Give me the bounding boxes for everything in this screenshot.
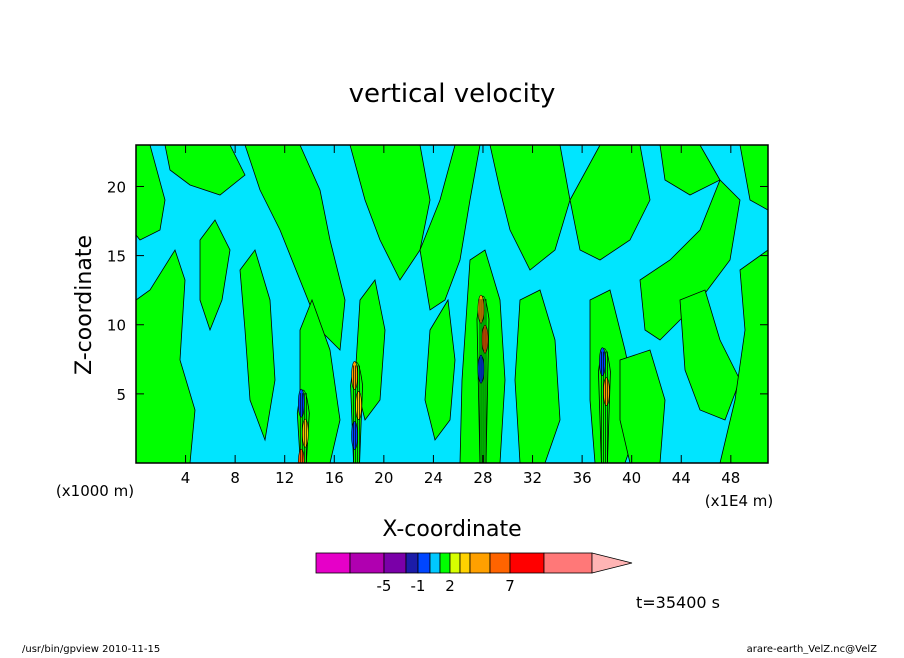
plot-frame	[135, 144, 769, 464]
colorbar-swatch	[449, 552, 461, 574]
colorbar-label: -5	[377, 577, 392, 595]
colorbar-swatch	[405, 552, 419, 574]
y-tick-label: 15	[107, 248, 126, 266]
colorbar-swatch	[417, 552, 431, 574]
colorbar-swatch	[315, 552, 351, 574]
plume	[350, 361, 363, 463]
time-label: t=35400 s	[636, 593, 720, 612]
x-axis-title: X-coordinate	[382, 517, 521, 542]
plume-core	[355, 391, 362, 420]
y-tick-label: 20	[107, 178, 126, 196]
plume-core	[297, 448, 305, 463]
x-tick-label: 24	[424, 469, 443, 487]
y-tick-label: 5	[116, 386, 126, 404]
plume-core	[351, 421, 358, 450]
colorbar-label: 7	[505, 577, 515, 595]
plume-core	[351, 361, 358, 390]
plume-core	[477, 354, 485, 384]
x-tick-label: 16	[325, 469, 344, 487]
colorbar-swatch	[383, 552, 407, 574]
colorbar-arrow	[591, 552, 633, 574]
plume-core	[301, 418, 309, 448]
plume-core	[603, 377, 610, 406]
plume-core	[481, 324, 489, 354]
colorbar-swatch	[459, 552, 471, 574]
plume-core	[477, 294, 485, 324]
y-tick-label: 10	[107, 317, 126, 335]
plume	[296, 388, 310, 463]
y-axis: 5 10 15 20	[107, 178, 768, 404]
footer-right: arare-earth_VelZ.nc@VelZ	[747, 644, 878, 654]
x-tick-label: 12	[275, 469, 294, 487]
x-tick-label: 44	[672, 469, 691, 487]
plume-layer	[296, 294, 611, 463]
x-tick-label: 36	[573, 469, 592, 487]
colorbar-swatch	[509, 552, 545, 574]
colorbar-label: 2	[445, 577, 455, 595]
colorbar: -5 -1 2 7	[315, 552, 633, 595]
colorbar-swatch	[349, 552, 385, 574]
x-unit-label-right: (x1E4 m)	[705, 492, 774, 510]
colorbar-swatch	[429, 552, 441, 574]
footer-left: /usr/bin/gpview 2010-11-15	[22, 644, 160, 654]
x-tick-label: 20	[374, 469, 393, 487]
colorbar-label: -1	[411, 577, 426, 595]
x-tick-label: 40	[622, 469, 641, 487]
chart-title: vertical velocity	[349, 79, 556, 109]
plume	[598, 347, 611, 463]
x-tick-label: 4	[181, 469, 191, 487]
x-tick-label: 8	[230, 469, 240, 487]
x-tick-label: 32	[523, 469, 542, 487]
x-tick-label: 48	[721, 469, 740, 487]
x-tick-label: 28	[473, 469, 492, 487]
plume-core	[297, 388, 305, 418]
y-axis-title: Z-coordinate	[72, 235, 97, 375]
x-axis: 4 8 12 16 20 24 28 32 36 40 44 48	[181, 145, 740, 487]
x-unit-label: (x1000 m)	[56, 482, 134, 500]
plot-area	[136, 145, 768, 463]
colorbar-swatch	[469, 552, 491, 574]
plume-core	[599, 347, 606, 376]
plume	[476, 294, 490, 463]
colorbar-swatch	[489, 552, 511, 574]
colorbar-swatch	[543, 552, 593, 574]
colorbar-swatch	[439, 552, 451, 574]
